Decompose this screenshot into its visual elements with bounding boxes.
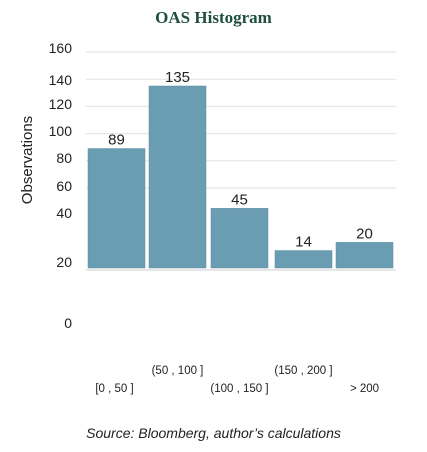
x-tick-label: > 200	[350, 383, 379, 395]
x-tick-label: (150 , 200 ]	[274, 365, 332, 377]
bar	[148, 85, 207, 269]
data-labels: 89 135 45 14 20	[108, 69, 373, 251]
data-label: 20	[356, 225, 373, 242]
x-tick-labels: [0 , 50 ] (50 , 100 ] (100 , 150 ] (150 , 2…	[95, 365, 379, 395]
bars	[87, 85, 394, 269]
data-label: 135	[165, 69, 190, 86]
y-tick-label: 120	[49, 96, 73, 112]
y-axis-label: Observations	[19, 116, 36, 204]
y-tick-labels: 160 140 120 100 80 60 40 20 0	[49, 40, 73, 331]
bar	[274, 250, 333, 269]
x-tick-label: (100 , 150 ]	[210, 383, 268, 395]
y-tick-label: 140	[49, 72, 73, 88]
source-note: Source: Bloomberg, author’s calculations	[86, 425, 341, 441]
data-label: 14	[295, 234, 312, 251]
data-label: 45	[231, 191, 248, 208]
x-tick-label: [0 , 50 ]	[95, 383, 133, 395]
y-tick-label: 100	[49, 123, 73, 139]
bar	[335, 242, 394, 269]
bar	[210, 208, 269, 269]
y-tick-label: 80	[56, 150, 72, 166]
x-tick-label: (50 , 100 ]	[152, 365, 204, 377]
y-tick-label: 20	[56, 254, 72, 270]
chart-title: OAS Histogram	[155, 8, 272, 27]
y-tick-label: 60	[56, 178, 72, 194]
y-tick-label: 40	[56, 205, 72, 221]
y-tick-label: 0	[64, 315, 72, 331]
gridlines	[86, 51, 396, 271]
bar	[87, 148, 146, 269]
y-tick-label: 160	[49, 40, 73, 56]
data-label: 89	[108, 132, 125, 149]
